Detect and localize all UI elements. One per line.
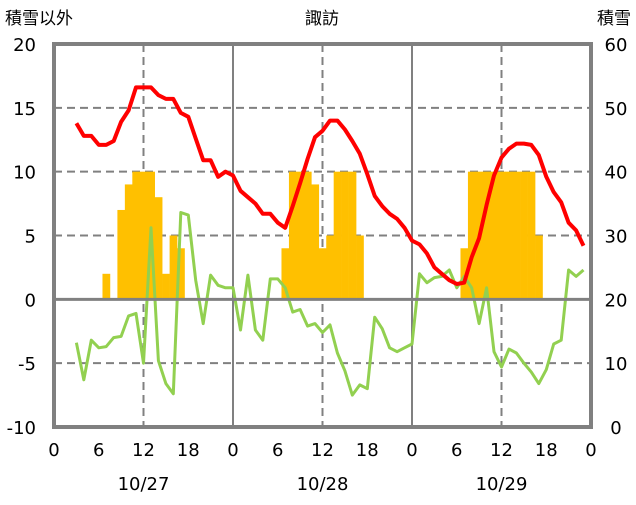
snow-bar: [341, 171, 349, 300]
plot-frame: [52, 42, 593, 429]
snow-bar: [497, 171, 506, 300]
snow-bar: [288, 171, 297, 300]
snow-bar: [281, 248, 290, 300]
right-tick-label: 0: [610, 418, 621, 439]
snow-bar: [318, 248, 327, 300]
snow-bar: [460, 248, 469, 300]
x-tick-label: 12: [311, 440, 334, 461]
right-tick-label: 20: [605, 290, 628, 311]
snow-bar: [303, 171, 312, 300]
snow-bar: [139, 171, 148, 300]
snow-bar: [124, 184, 133, 300]
x-tick-label: 0: [48, 440, 59, 461]
right-axis-title: 積雪: [597, 9, 631, 29]
x-tick-label: 12: [132, 440, 155, 461]
snow-bar: [169, 235, 178, 300]
x-tick-label: 6: [451, 440, 462, 461]
snow-bar: [333, 171, 342, 300]
right-tick-label: 60: [605, 35, 628, 56]
snow-bar: [505, 171, 513, 300]
x-tick-label: 0: [227, 440, 238, 461]
right-tick-label: 40: [605, 163, 628, 184]
snow-bar: [535, 235, 543, 300]
date-label: 10/29: [476, 474, 528, 495]
right-tick-label: 10: [605, 354, 628, 375]
snow-bar: [482, 171, 491, 300]
chart-title: 諏訪: [305, 9, 339, 29]
left-tick-label: -5: [18, 354, 36, 375]
snow-bar: [296, 171, 305, 300]
date-label: 10/28: [297, 474, 349, 495]
x-tick-label: 6: [93, 440, 104, 461]
right-tick-label: 30: [605, 227, 628, 248]
left-tick-label: -10: [7, 418, 36, 439]
green-series-line: [74, 211, 585, 397]
snow-bar: [348, 171, 357, 300]
snow-bar: [520, 171, 528, 300]
x-tick-label: 18: [535, 440, 558, 461]
snow-bar: [527, 171, 536, 300]
left-tick-label: 10: [13, 163, 36, 184]
x-tick-label: 6: [272, 440, 283, 461]
snow-bar: [102, 273, 111, 300]
snow-bar: [490, 171, 499, 300]
snow-bar: [467, 171, 476, 300]
left-tick-label: 0: [25, 290, 36, 311]
snow-bar: [162, 273, 170, 300]
x-tick-label: 18: [177, 440, 200, 461]
snow-bar: [154, 197, 163, 300]
left-axis-title: 積雪以外: [5, 9, 73, 29]
left-tick-label: 20: [13, 35, 36, 56]
x-tick-label: 0: [406, 440, 417, 461]
left-tick-label: 5: [25, 227, 36, 248]
left-tick-label: 15: [13, 99, 36, 120]
snow-bar: [117, 209, 126, 300]
snow-bar: [356, 235, 364, 300]
x-tick-label: 0: [585, 440, 596, 461]
snow-bar: [512, 171, 521, 300]
snow-bar: [132, 171, 141, 300]
snow-bar: [311, 184, 320, 300]
snow-bar: [177, 248, 185, 300]
x-tick-label: 18: [356, 440, 379, 461]
x-tick-label: 12: [490, 440, 513, 461]
date-label: 10/27: [118, 474, 170, 495]
snow-bar: [326, 235, 334, 300]
right-tick-label: 50: [605, 99, 628, 120]
red-series-line: [74, 85, 586, 286]
